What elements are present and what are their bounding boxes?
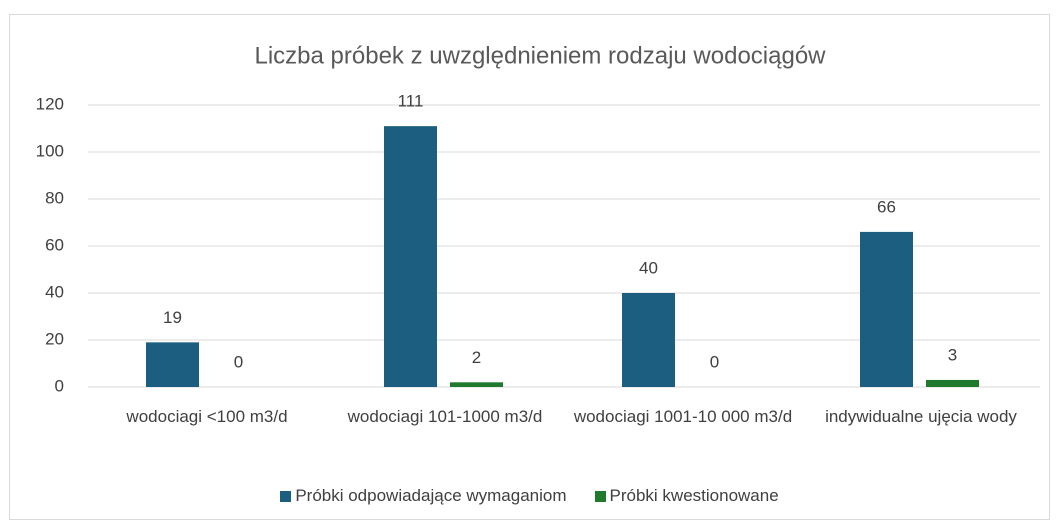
data-label: 0 [234,352,243,371]
y-tick-label: 120 [36,94,64,113]
y-tick-label: 0 [55,376,64,395]
y-tick-label: 80 [45,188,64,207]
data-label: 19 [163,308,182,327]
bar [384,126,437,388]
bar [860,231,913,387]
y-tick-label: 100 [36,141,64,160]
y-tick-label: 40 [45,282,64,301]
legend-swatch [280,490,292,502]
data-label: 111 [398,92,424,111]
x-tick-label: wodociagi 101-1000 m3/d [347,407,543,426]
data-label: 0 [710,352,719,371]
data-label: 66 [877,197,896,216]
bar [450,382,503,387]
x-tick-label: wodociagi <100 m3/d [126,407,288,426]
legend-item: Próbki odpowiadające wymaganiom [280,486,567,506]
legend-label: Próbki odpowiadające wymaganiom [295,486,567,505]
data-label: 3 [948,345,957,364]
y-tick-label: 20 [45,329,64,348]
bar [926,379,979,387]
data-label: 40 [639,258,658,277]
legend-item: Próbki kwestionowane [594,486,779,506]
chart-title: Liczba próbek z uwzględnieniem rodzaju w… [255,42,827,69]
bar [622,293,675,387]
legend-label: Próbki kwestionowane [609,486,779,505]
bar [146,342,199,387]
legend-swatch [594,490,606,502]
data-label: 2 [472,348,481,367]
y-tick-label: 60 [45,235,64,254]
legend: Próbki odpowiadające wymaganiom Próbki kw… [0,486,1059,507]
x-tick-label: indywidualne ujęcia wody [825,407,1017,426]
x-tick-label: wodociagi 1001-10 000 m3/d [573,407,793,426]
